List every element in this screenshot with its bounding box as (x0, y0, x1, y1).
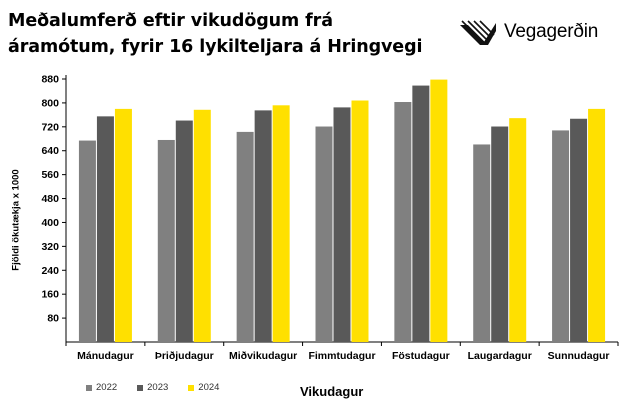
x-axis-label: Vikudagur (300, 384, 364, 399)
bar-2024 (588, 108, 606, 343)
y-tick-label: 560 (41, 169, 59, 181)
bar-2024 (351, 100, 369, 342)
y-tick-label: 400 (41, 217, 59, 229)
x-tick-label: Sunnudagur (548, 350, 610, 362)
bar-2023 (254, 110, 272, 343)
legend: 2022 2023 2024 (86, 382, 219, 393)
bar-2022 (552, 130, 570, 342)
x-tick-label: Laugardagur (468, 350, 532, 362)
y-tick-label: 800 (41, 97, 59, 109)
bar-2023 (333, 107, 351, 342)
bar-2024 (114, 108, 132, 343)
bar-2024 (509, 118, 527, 342)
chart-title-line-1: Meðalumferð eftir vikudögum frá (8, 11, 333, 31)
chart-title: Meðalumferð eftir vikudögum frá áramótum… (8, 8, 448, 60)
bar-2023 (570, 118, 588, 342)
y-tick-label: 480 (41, 193, 59, 205)
legend-label-2022: 2022 (96, 382, 118, 393)
bar-2022 (236, 131, 254, 342)
legend-item-2024: 2024 (188, 382, 219, 393)
bar-2022 (473, 144, 491, 342)
y-tick-label: 160 (41, 289, 59, 301)
logo-text: Vegagerðin (504, 21, 599, 42)
legend-item-2023: 2023 (137, 382, 168, 393)
x-tick-label: Föstudagur (392, 350, 450, 362)
bar-2023 (412, 85, 430, 342)
legend-label-2023: 2023 (147, 382, 169, 393)
x-tick-label: Fimmtudagur (308, 350, 375, 362)
bar-2023 (175, 120, 193, 342)
bar-2022 (78, 140, 96, 342)
legend-label-2024: 2024 (198, 382, 220, 393)
bar-2024 (193, 109, 211, 342)
bar-2023 (491, 126, 509, 342)
bar-2024 (430, 79, 448, 343)
legend-swatch-2022 (86, 384, 92, 391)
legend-swatch-2023 (137, 384, 144, 391)
bar-2023 (96, 116, 114, 342)
chart-title-line-2: áramótum, fyrir 16 lykilteljara á Hringv… (8, 37, 423, 57)
y-tick-label: 240 (41, 265, 59, 277)
y-tick-label: 640 (41, 145, 59, 157)
y-tick-label: 720 (41, 121, 59, 133)
bar-2024 (272, 105, 290, 342)
x-tick-label: Mánudagur (77, 350, 134, 362)
x-tick-label: Miðvikudagur (229, 350, 297, 362)
vegagerdin-logo-icon (460, 20, 496, 45)
legend-swatch-2024 (188, 384, 195, 391)
y-tick-label: 880 (41, 74, 59, 86)
bar-2022 (315, 126, 333, 342)
bar-2022 (157, 139, 175, 342)
y-tick-label: 320 (41, 241, 59, 253)
vegagerdin-logo: Vegagerðin (458, 16, 598, 48)
legend-item-2022: 2022 (86, 382, 117, 393)
y-tick-label: 80 (47, 313, 59, 325)
bar-2022 (394, 102, 412, 342)
x-tick-label: Þriðjudagur (155, 350, 214, 362)
